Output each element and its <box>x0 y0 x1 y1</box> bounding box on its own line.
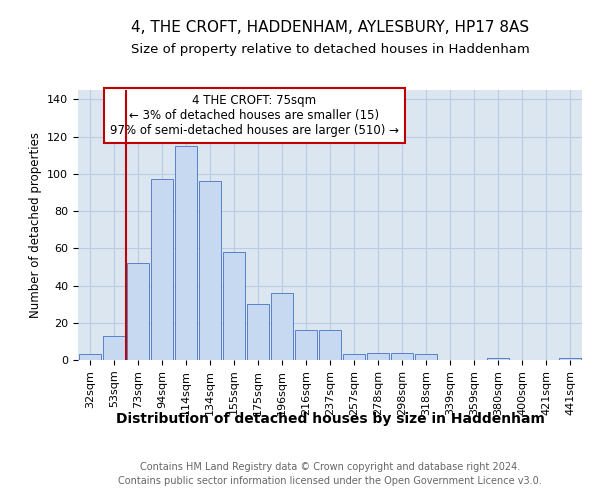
Text: 4, THE CROFT, HADDENHAM, AYLESBURY, HP17 8AS: 4, THE CROFT, HADDENHAM, AYLESBURY, HP17… <box>131 20 529 35</box>
Bar <box>319 330 341 360</box>
Bar <box>487 358 509 360</box>
Text: Contains public sector information licensed under the Open Government Licence v3: Contains public sector information licen… <box>118 476 542 486</box>
Bar <box>151 180 173 360</box>
Bar <box>391 352 413 360</box>
Text: Contains HM Land Registry data © Crown copyright and database right 2024.: Contains HM Land Registry data © Crown c… <box>140 462 520 472</box>
Bar <box>559 358 581 360</box>
Bar <box>343 354 365 360</box>
Bar <box>295 330 317 360</box>
Bar <box>271 293 293 360</box>
Bar <box>223 252 245 360</box>
Bar <box>415 354 437 360</box>
Text: Size of property relative to detached houses in Haddenham: Size of property relative to detached ho… <box>131 42 529 56</box>
Text: 4 THE CROFT: 75sqm
← 3% of detached houses are smaller (15)
97% of semi-detached: 4 THE CROFT: 75sqm ← 3% of detached hous… <box>110 94 399 137</box>
Bar <box>79 354 101 360</box>
Y-axis label: Number of detached properties: Number of detached properties <box>29 132 41 318</box>
Bar <box>175 146 197 360</box>
Bar <box>103 336 125 360</box>
Bar <box>127 263 149 360</box>
Bar <box>367 352 389 360</box>
Text: Distribution of detached houses by size in Haddenham: Distribution of detached houses by size … <box>116 412 544 426</box>
Bar <box>247 304 269 360</box>
Bar <box>199 181 221 360</box>
